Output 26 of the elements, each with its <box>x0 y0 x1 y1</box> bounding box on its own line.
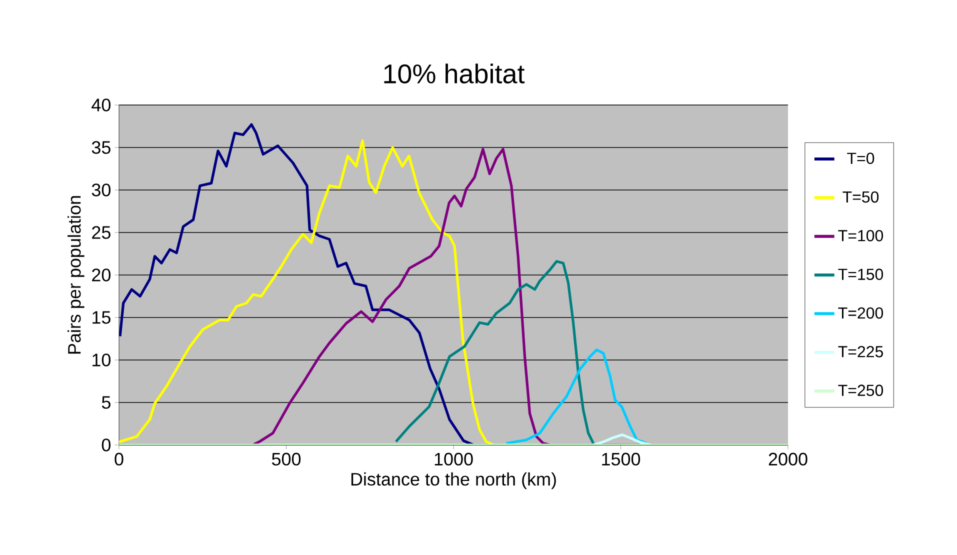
x-tick-label: 500 <box>272 452 301 466</box>
x-tick-label: 0 <box>114 452 124 466</box>
y-tick-label: 20 <box>92 268 111 282</box>
chart-title: 10% habitat <box>384 64 525 84</box>
legend-label: T=100 <box>838 230 884 242</box>
legend-label: T=0 <box>847 152 874 164</box>
y-tick-label: 35 <box>92 141 110 154</box>
y-tick-label: 10 <box>92 354 111 366</box>
y-tick-label: 40 <box>92 98 111 112</box>
y-tick-label: 30 <box>92 184 111 196</box>
line-series <box>394 260 595 445</box>
legend-label: T=50 <box>842 191 879 203</box>
legend-label: T=200 <box>838 307 884 319</box>
x-axis-title: Distance to the north (km) <box>351 472 556 490</box>
x-tick-label: 2000 <box>768 452 808 466</box>
y-tick-label: 0 <box>102 438 111 452</box>
y-tick-label: 25 <box>92 226 110 239</box>
x-tick-label: 1500 <box>602 452 640 466</box>
x-tick-label: 1000 <box>434 452 473 466</box>
legend-label: T=150 <box>838 268 884 280</box>
y-tick-label: 15 <box>92 311 110 324</box>
legend-label: T=225 <box>838 346 883 358</box>
y-axis-title: Pairs per population <box>68 196 84 354</box>
y-tick-label: 5 <box>102 396 110 409</box>
line-series <box>505 348 648 445</box>
legend-label: T=250 <box>838 384 884 396</box>
